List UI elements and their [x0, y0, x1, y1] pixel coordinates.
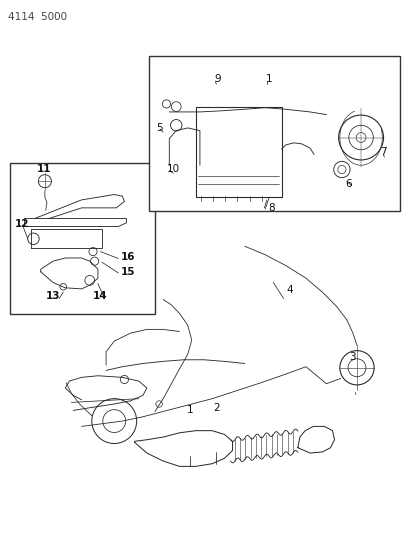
Text: 6: 6	[346, 179, 352, 189]
Text: 16: 16	[121, 253, 136, 262]
Text: 1: 1	[266, 74, 273, 84]
Bar	[149, 56, 400, 211]
Text: 5: 5	[156, 123, 162, 133]
Bar	[10, 163, 155, 314]
Text: 10: 10	[167, 165, 180, 174]
Text: 2: 2	[213, 403, 220, 413]
Text: 11: 11	[37, 165, 51, 174]
Text: 4114  5000: 4114 5000	[8, 12, 67, 22]
Text: 1: 1	[186, 406, 193, 415]
Text: 13: 13	[46, 291, 60, 301]
Text: 3: 3	[350, 352, 356, 362]
Text: 14: 14	[93, 291, 107, 301]
Text: 15: 15	[121, 267, 136, 277]
Bar	[196, 107, 282, 197]
Text: 4: 4	[286, 286, 293, 295]
Text: 12: 12	[15, 219, 30, 229]
Text: 9: 9	[214, 74, 221, 84]
Text: 7: 7	[380, 147, 387, 157]
Text: 8: 8	[268, 203, 275, 213]
